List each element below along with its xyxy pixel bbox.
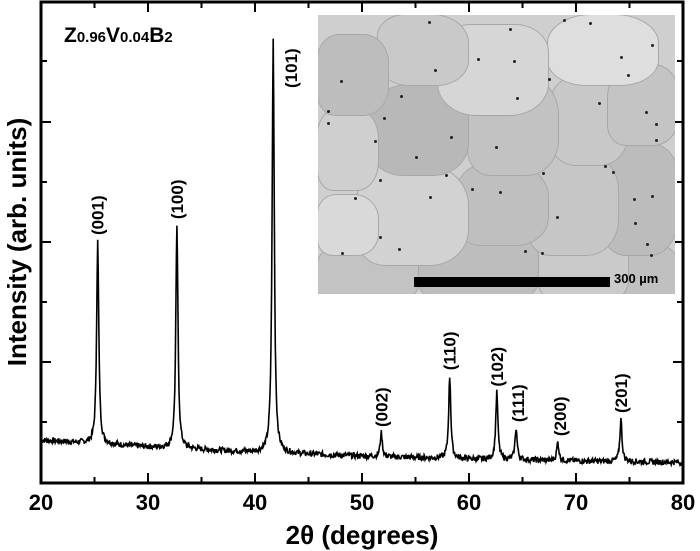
- peak-label-102: (102): [488, 347, 507, 387]
- svg-text:60: 60: [457, 490, 481, 515]
- peak-label-101: (101): [282, 48, 301, 88]
- pore: [649, 254, 653, 258]
- pore: [383, 116, 387, 120]
- pore: [611, 171, 615, 175]
- pore: [562, 19, 566, 23]
- pore: [541, 171, 545, 175]
- pore: [428, 196, 432, 200]
- pore: [654, 139, 658, 143]
- pore: [654, 122, 658, 126]
- pore: [327, 122, 331, 126]
- peak-label-001: (001): [89, 195, 108, 235]
- pore: [374, 139, 377, 143]
- pore: [400, 94, 404, 98]
- x-axis-title: 2θ (degrees): [286, 520, 439, 550]
- peak-label-002: (002): [372, 387, 391, 427]
- pore: [650, 194, 654, 198]
- sample-composition-label: Z0.96V0.04B2: [64, 24, 173, 47]
- pore: [354, 197, 358, 201]
- pore: [645, 242, 649, 246]
- svg-text:20: 20: [29, 490, 53, 515]
- pore: [644, 110, 648, 114]
- pore: [589, 21, 592, 25]
- pore: [495, 145, 499, 149]
- pore: [626, 74, 630, 78]
- pore: [340, 79, 344, 83]
- micrograph-inset: 300 µm: [318, 15, 675, 294]
- pore: [427, 20, 431, 24]
- peak-label-111: (111): [509, 384, 528, 422]
- pore: [598, 101, 602, 105]
- pore: [378, 178, 382, 182]
- scale-bar: [414, 277, 610, 287]
- svg-text:40: 40: [243, 490, 267, 515]
- peak-labels: (001) (100) (101) (002) (110) (102)(111) (200)…: [89, 48, 631, 436]
- xrd-pattern-line: [40, 38, 684, 468]
- svg-text:30: 30: [136, 490, 160, 515]
- pore: [508, 28, 512, 32]
- grain: [318, 35, 388, 115]
- grain: [458, 165, 548, 245]
- pore: [555, 215, 559, 219]
- pore: [471, 187, 475, 191]
- grain: [318, 195, 378, 255]
- pore: [603, 164, 607, 168]
- y-axis-title: Intensity (arb. units): [2, 118, 32, 366]
- peak-label-110: (110): [441, 331, 460, 370]
- pore: [326, 110, 330, 114]
- pore: [415, 155, 419, 159]
- pore: [633, 221, 637, 225]
- pore: [444, 173, 448, 177]
- pore: [397, 247, 401, 251]
- pore: [541, 251, 545, 255]
- pore: [476, 57, 480, 61]
- svg-text:70: 70: [564, 490, 588, 515]
- pore: [516, 97, 520, 101]
- x-axis-ticks: 20 30 40 50 60 70 80: [29, 2, 695, 515]
- scale-bar-label: 300 µm: [614, 271, 659, 286]
- svg-text:50: 50: [350, 490, 374, 515]
- pore: [498, 191, 502, 195]
- svg-text:80: 80: [671, 490, 695, 515]
- pore: [620, 55, 624, 59]
- pore: [651, 44, 655, 47]
- grain: [548, 15, 658, 85]
- pore: [632, 198, 636, 201]
- peak-label-200: (200): [551, 396, 570, 436]
- pore: [449, 135, 453, 139]
- peak-label-100: (100): [168, 179, 187, 219]
- pore: [512, 60, 516, 64]
- pore: [341, 251, 345, 255]
- peak-label-201: (201): [612, 373, 631, 413]
- pore: [378, 235, 382, 239]
- pore: [523, 250, 527, 254]
- pore: [548, 78, 552, 82]
- grain: [378, 15, 468, 85]
- pore: [433, 69, 437, 73]
